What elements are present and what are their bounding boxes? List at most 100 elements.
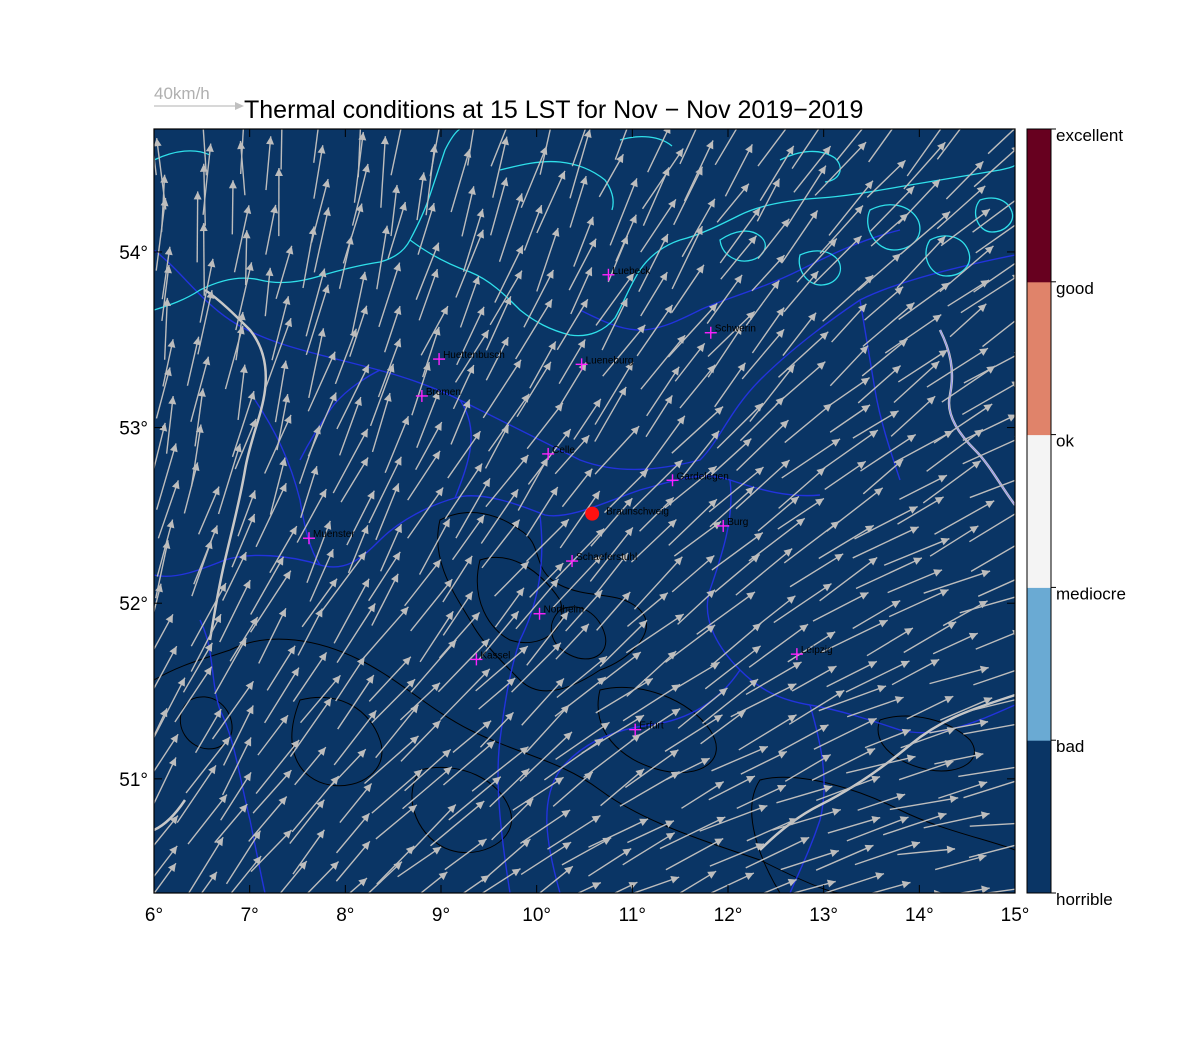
wind-arrow [939, 697, 993, 721]
wind-arrow [266, 645, 296, 691]
wind-arrow [941, 365, 996, 403]
wind-arrow [866, 159, 906, 198]
wind-arrow [899, 474, 948, 501]
wind-arrow [745, 836, 810, 869]
wind-arrow [538, 865, 574, 893]
wind-arrow [419, 871, 448, 893]
wind-arrow [334, 328, 358, 385]
wind-arrow [511, 642, 562, 693]
wind-arrow [829, 404, 871, 433]
wind-arrow [627, 820, 675, 844]
wind-arrow [936, 129, 962, 160]
colorbar-band [1027, 434, 1051, 588]
wind-arrow [762, 878, 797, 893]
wind-arrow [521, 677, 565, 726]
wind-arrow [154, 845, 178, 878]
wind-arrow [640, 199, 677, 253]
wind-arrow [641, 148, 684, 210]
wind-arrow [339, 782, 373, 824]
wind-arrow [494, 245, 524, 303]
wind-arrow [960, 274, 1015, 314]
wind-arrow [239, 129, 245, 175]
wind-arrow [380, 136, 389, 208]
wind-arrow [450, 148, 472, 213]
wind-arrow [336, 364, 370, 430]
wind-arrow [155, 367, 172, 419]
wind-arrow [375, 704, 420, 759]
wind-arrow [186, 336, 201, 386]
wind-arrow [788, 689, 845, 725]
wind-arrow [351, 163, 370, 226]
wind-arrow [864, 286, 904, 321]
wind-arrow [903, 621, 957, 654]
wind-arrow [639, 496, 675, 532]
wind-arrow [297, 608, 324, 656]
wind-arrow [714, 553, 761, 593]
wind-arrow [929, 719, 989, 734]
wind-arrow [376, 225, 390, 290]
wind-arrow [625, 613, 685, 654]
wind-arrow [271, 296, 291, 361]
wind-arrow [492, 136, 509, 198]
wind-arrow [987, 129, 1015, 155]
wind-arrow [525, 486, 559, 537]
wind-arrow [342, 203, 364, 264]
wind-arrow [257, 714, 289, 756]
wind-arrow [404, 559, 442, 607]
longitude-axis: 6° 7° 8° 9° 10° 11° 12° 13° 14° 15° [145, 129, 1029, 926]
wind-arrow [934, 751, 984, 765]
x-tick-label: 14° [905, 905, 934, 926]
wind-arrow [306, 520, 332, 584]
wind-arrow [573, 216, 595, 267]
wind-arrow [861, 338, 908, 377]
wind-arrow [214, 637, 247, 695]
reference-vector-label: 40km/h [154, 84, 210, 103]
wind-arrow [778, 331, 829, 378]
wind-arrow [751, 254, 786, 292]
wind-arrow [229, 616, 259, 662]
wind-arrow [494, 587, 525, 628]
wind-arrow [668, 498, 718, 546]
city-label: Leipzig [801, 645, 833, 656]
wind-arrow [749, 364, 796, 422]
wind-arrow [667, 302, 718, 358]
wind-arrow [187, 794, 228, 845]
map-frame [153, 128, 1016, 894]
wind-arrow [594, 425, 640, 475]
wind-arrow [321, 551, 367, 612]
wind-arrow [959, 596, 1015, 614]
wind-arrow [190, 613, 222, 672]
wind-arrow [555, 623, 590, 660]
wind-arrow [462, 874, 490, 893]
wind-arrow [237, 490, 257, 537]
wind-arrow [156, 519, 175, 577]
wind-arrow [478, 677, 516, 710]
wind-arrow [645, 394, 673, 438]
wind-arrow [498, 193, 524, 262]
wind-arrow [845, 660, 910, 693]
city-kassel: Kassel [470, 650, 510, 666]
y-tick-label: 54° [119, 243, 148, 264]
wind-arrow [890, 395, 936, 437]
wind-arrow [923, 811, 990, 829]
wind-arrow [596, 591, 631, 631]
wind-arrow [306, 861, 340, 893]
wind-arrow [415, 242, 440, 300]
wind-arrow [811, 747, 876, 781]
wind-arrow [222, 705, 254, 766]
wind-arrow [536, 227, 560, 292]
x-tick-label: 7° [241, 905, 259, 926]
wind-arrow [866, 627, 914, 657]
wind-arrow [569, 129, 592, 199]
wind-arrow [214, 803, 248, 844]
wind-arrow [969, 479, 1015, 499]
wind-arrow [439, 668, 491, 721]
home-label: Braunschweig [606, 507, 669, 518]
wind-arrow [442, 555, 473, 603]
wind-arrow [368, 551, 401, 602]
wind-arrow [481, 838, 531, 882]
wind-arrow [416, 172, 427, 221]
wind-arrow [459, 275, 480, 328]
home-location: Braunschweig [585, 506, 669, 521]
wind-arrow [719, 207, 761, 264]
